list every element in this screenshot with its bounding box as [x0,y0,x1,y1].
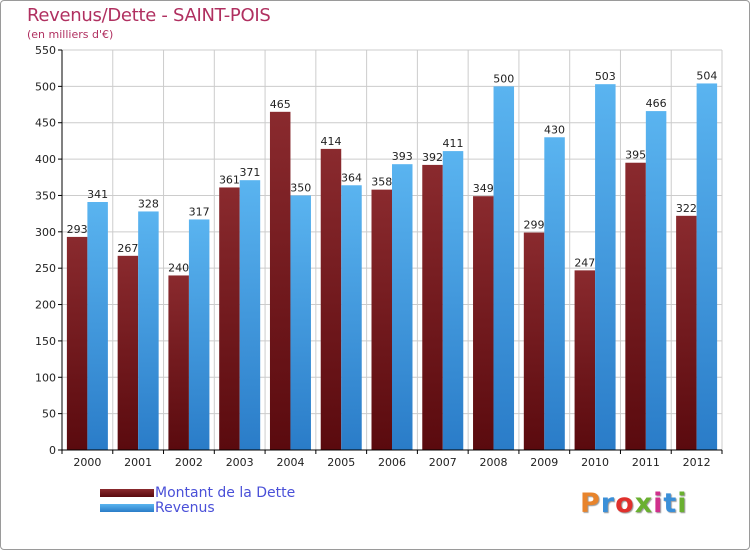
legend-swatch-revenus [100,504,154,512]
y-tick-label: 100 [35,371,56,384]
bar-dette-2004 [269,111,291,451]
y-tick-label: 450 [35,117,56,130]
data-label-revenus-2000: 341 [87,188,108,201]
y-tick-label: 550 [35,44,56,57]
data-label-revenus-2004: 350 [290,181,311,194]
data-label-revenus-2006: 393 [392,150,413,163]
data-label-dette-2001: 267 [117,242,138,255]
data-label-dette-2009: 299 [524,219,545,232]
bar-dette-2009 [523,232,545,450]
x-tick-label: 2009 [530,456,558,469]
logo-letter: r [600,488,616,519]
x-tick-label: 2005 [327,456,355,469]
y-tick-label: 250 [35,262,56,275]
legend-label-revenus: Revenus [155,500,215,516]
y-tick-label: 400 [35,153,56,166]
bar-dette-2008 [473,196,494,450]
data-label-dette-2011: 395 [625,149,646,162]
data-label-revenus-2003: 371 [239,166,260,179]
x-tick-label: 2003 [226,456,254,469]
bar-dette-2010 [574,270,596,450]
chart-title: Revenus/Dette - SAINT-POIS [27,5,271,26]
data-label-revenus-2012: 504 [696,69,717,82]
bar-revenus-2011 [645,111,667,450]
x-tick-label: 2007 [429,456,457,469]
data-label-dette-2008: 349 [473,182,494,195]
bar-revenus-2008 [493,86,515,450]
data-label-revenus-2008: 500 [493,72,514,85]
x-tick-label: 2011 [632,456,660,469]
bar-revenus-2005 [341,185,362,451]
data-label-dette-2010: 247 [574,256,595,269]
data-label-dette-2012: 322 [676,202,697,215]
data-label-dette-2003: 361 [219,173,240,186]
data-label-dette-2000: 293 [67,223,88,236]
x-tick-label: 2008 [480,456,508,469]
x-tick-label: 2006 [378,456,406,469]
bar-revenus-2003 [239,180,261,450]
x-tick-label: 2012 [683,456,711,469]
logo-letter: i [653,488,664,519]
x-tick-label: 2004 [276,456,304,469]
legend-label-dette: Montant de la Dette [155,485,296,501]
bar-dette-2000 [66,236,88,450]
data-label-dette-2002: 240 [168,261,189,274]
y-tick-label: 500 [35,80,56,93]
data-label-dette-2004: 465 [270,98,291,111]
logo-letter: i [677,488,688,519]
bar-dette-2011 [625,162,646,450]
bar-revenus-2002 [188,219,210,450]
logo-letter: x [634,488,654,519]
bar-dette-2002 [168,275,189,450]
x-tick-label: 2002 [175,456,203,469]
y-tick-label: 200 [35,299,56,312]
data-label-revenus-2005: 364 [341,171,362,184]
bar-revenus-2004 [290,195,311,450]
proxiti-logo: Proxiti [580,488,688,519]
data-label-revenus-2001: 328 [138,197,159,210]
y-tick-label: 0 [49,444,56,457]
bar-dette-2003 [219,187,240,451]
logo-letter: P [580,488,601,519]
bar-revenus-2009 [544,137,565,451]
bar-dette-2012 [676,215,697,450]
data-label-revenus-2010: 503 [595,70,616,83]
data-label-dette-2006: 358 [371,176,392,189]
data-label-revenus-2009: 430 [544,123,565,136]
logo-letter: o [615,488,635,519]
y-tick-label: 350 [35,189,56,202]
bar-dette-2005 [320,148,342,450]
bar-revenus-2006 [392,164,413,450]
bar-revenus-2010 [595,84,616,450]
bar-dette-2007 [422,164,443,450]
data-label-revenus-2007: 411 [443,137,464,150]
bar-revenus-2000 [87,202,108,450]
data-label-revenus-2011: 466 [646,97,667,110]
x-tick-label: 2001 [124,456,152,469]
data-label-revenus-2002: 317 [189,205,210,218]
bar-dette-2001 [117,255,139,450]
data-label-dette-2007: 392 [422,151,443,164]
y-tick-label: 150 [35,335,56,348]
y-tick-label: 300 [35,226,56,239]
logo-letter: t [663,488,678,519]
bar-revenus-2007 [442,151,464,450]
axes: 0 50 100 150 200 250 300 350 400 450 500 550 2000 200… [35,44,723,469]
y-tick-label: 50 [42,408,56,421]
x-tick-label: 2010 [581,456,609,469]
bar-dette-2006 [371,189,392,451]
chart-subtitle: (en milliers d'€) [27,28,114,41]
bars [66,83,718,451]
bar-revenus-2012 [696,83,718,451]
data-label-dette-2005: 414 [320,135,341,148]
bar-revenus-2001 [138,211,159,450]
x-tick-label: 2000 [73,456,101,469]
legend-swatch-dette [100,489,154,497]
